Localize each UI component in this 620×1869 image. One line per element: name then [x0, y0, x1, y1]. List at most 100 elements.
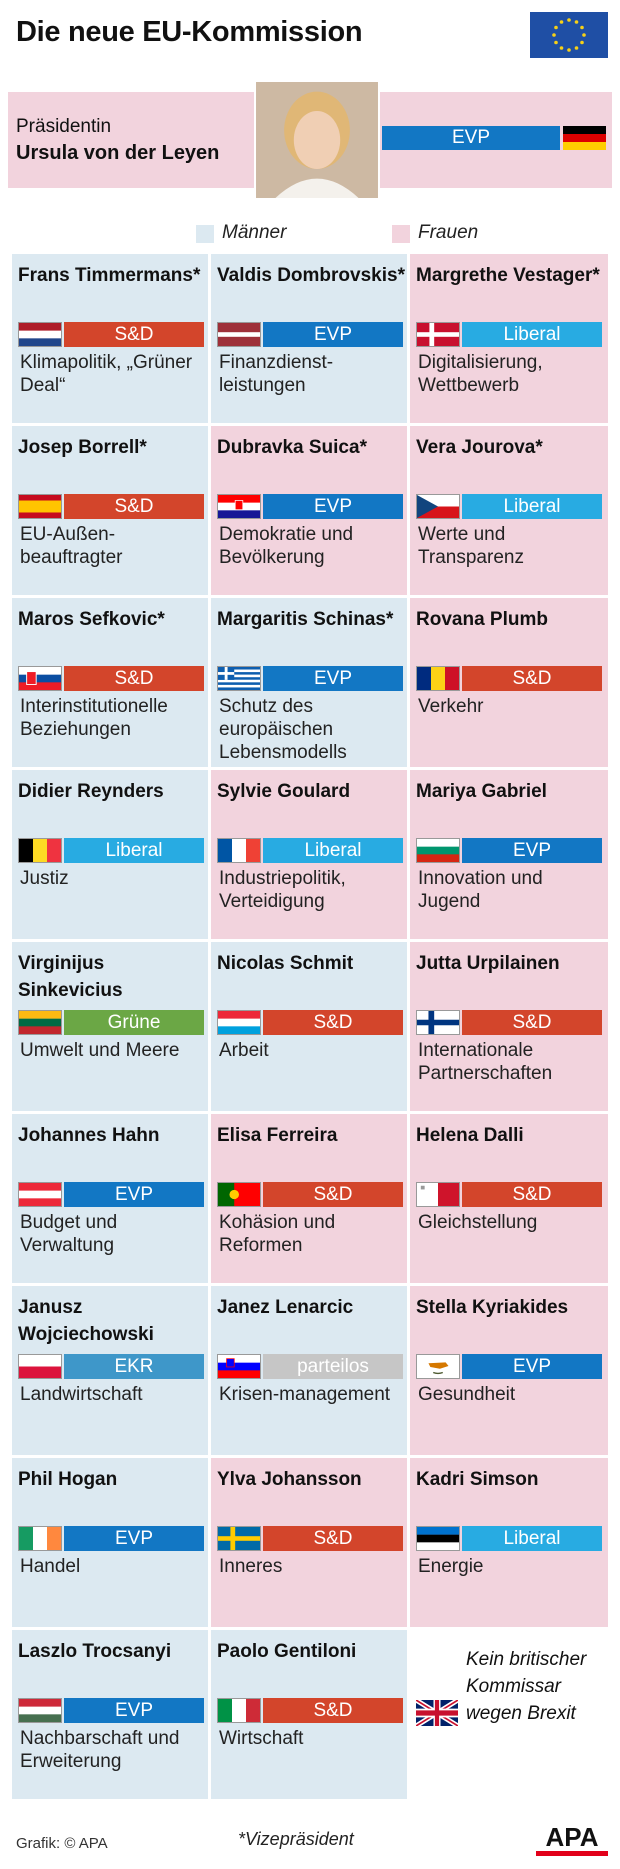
party-badge: EVP [64, 1526, 204, 1551]
portfolio: Innovation und Jugend [418, 868, 543, 912]
commissioner-name: Didier Reynders [18, 781, 164, 802]
portfolio: Justiz [20, 868, 69, 889]
commissioner-card: Stella Kyriakides EVP Gesundheit [410, 1286, 608, 1457]
commissioner-name: Margaritis Schinas* [217, 609, 394, 630]
portfolio: Budget und Verwaltung [20, 1212, 118, 1256]
portfolio: Internationale Partnerschaften [418, 1040, 553, 1084]
party-badge: parteilos [263, 1354, 403, 1379]
portfolio: Interinstitutionelle Beziehungen [20, 696, 168, 740]
commissioner-card: Kadri Simson Liberal Energie [410, 1458, 608, 1629]
portfolio: Krisen-management [219, 1384, 391, 1405]
slovakia-flag-icon [18, 666, 62, 691]
party-badge: S&D [64, 494, 204, 519]
page-title: Die neue EU-Kommission [16, 16, 363, 48]
commissioner-card: Jutta Urpilainen S&D Internationale Partne… [410, 942, 608, 1113]
bulgaria-flag-icon [416, 838, 460, 863]
commissioner-card: Rovana Plumb S&D Verkehr [410, 598, 608, 769]
cyprus-flag-icon [416, 1354, 460, 1379]
president-box: Präsidentin Ursula von der Leyen EVP [8, 80, 612, 200]
germany-flag-icon [563, 126, 606, 150]
denmark-flag-icon [416, 322, 460, 347]
president-party: EVP [382, 126, 560, 150]
portfolio: Finanzdienst-leistungen [219, 352, 334, 396]
commissioner-name: Mariya Gabriel [416, 781, 547, 802]
party-badge: Grüne [64, 1010, 204, 1035]
belgium-flag-icon [18, 838, 62, 863]
party-badge: S&D [263, 1698, 403, 1723]
commissioner-name: Elisa Ferreira [217, 1125, 338, 1146]
france-flag-icon [217, 838, 261, 863]
portfolio: Industriepolitik, Verteidigung [219, 868, 346, 912]
uk-flag-icon [416, 1700, 458, 1726]
commissioner-name: Johannes Hahn [18, 1125, 160, 1146]
party-badge: Liberal [462, 494, 602, 519]
party-badge: EVP [263, 494, 403, 519]
croatia-flag-icon [217, 494, 261, 519]
commissioner-name: Valdis Dombrovskis* [217, 265, 405, 286]
party-badge: Liberal [462, 1526, 602, 1551]
portfolio: Nachbarschaft und Erweiterung [20, 1728, 180, 1772]
portfolio: Kohäsion und Reformen [219, 1212, 336, 1256]
spain-flag-icon [18, 494, 62, 519]
portfolio: Arbeit [219, 1040, 269, 1061]
portfolio: Verkehr [418, 696, 484, 717]
commissioner-name: Helena Dalli [416, 1125, 524, 1146]
commissioner-name: Frans Timmermans* [18, 265, 201, 286]
portfolio: Landwirtschaft [20, 1384, 143, 1405]
commissioner-name: Nicolas Schmit [217, 953, 354, 974]
legend-men-label: Männer [222, 222, 287, 243]
svg-text:APA: APA [546, 1822, 599, 1852]
commissioner-card: Nicolas Schmit S&D Arbeit [211, 942, 409, 1113]
commissioner-card: Laszlo Trocsanyi EVP Nachbarschaft und Erw… [12, 1630, 210, 1801]
portfolio: Werte und Transparenz [418, 524, 524, 568]
brexit-note-card: Kein britischer Kommissar wegen Brexit [410, 1630, 608, 1801]
commissioner-name: Vera Jourova* [416, 437, 543, 458]
poland-flag-icon [18, 1354, 62, 1379]
commissioner-name: Paolo Gentiloni [217, 1641, 357, 1662]
romania-flag-icon [416, 666, 460, 691]
austria-flag-icon [18, 1182, 62, 1207]
commissioner-card: Elisa Ferreira S&D Kohäsion und Reformen [211, 1114, 409, 1285]
portfolio: Energie [418, 1556, 484, 1577]
commissioner-card: Johannes Hahn EVP Budget und Verwaltung [12, 1114, 210, 1285]
luxembourg-flag-icon [217, 1010, 261, 1035]
commissioner-name: Josep Borrell* [18, 437, 147, 458]
portfolio: Gesundheit [418, 1384, 516, 1405]
slovenia-flag-icon [217, 1354, 261, 1379]
party-badge: S&D [263, 1182, 403, 1207]
party-badge: EKR [64, 1354, 204, 1379]
portugal-flag-icon [217, 1182, 261, 1207]
party-badge: S&D [263, 1010, 403, 1035]
brexit-note-text: Kein britischer Kommissar wegen Brexit [466, 1649, 587, 1724]
commissioner-name: Maros Sefkovic* [18, 609, 165, 630]
czechia-flag-icon [416, 494, 460, 519]
commissioner-card: Mariya Gabriel EVP Innovation und Jugend [410, 770, 608, 941]
party-badge: EVP [64, 1698, 204, 1723]
commissioner-name: Janusz Wojciechowski [18, 1297, 154, 1345]
malta-flag-icon [416, 1182, 460, 1207]
commissioner-card: Valdis Dombrovskis* EVP Finanzdienst-leist… [211, 254, 409, 425]
finland-flag-icon [416, 1010, 460, 1035]
president-name: Ursula von der Leyen [16, 142, 220, 164]
party-badge: S&D [64, 666, 204, 691]
sweden-flag-icon [217, 1526, 261, 1551]
party-badge: Liberal [263, 838, 403, 863]
commissioner-card: Janez Lenarcic parteilos Krisen-management [211, 1286, 409, 1457]
portfolio: Umwelt und Meere [20, 1040, 180, 1061]
commissioner-name: Dubravka Suica* [217, 437, 367, 458]
commissioner-card: Dubravka Suica* EVP Demokratie und Bevölke… [211, 426, 409, 597]
portfolio: Gleichstellung [418, 1212, 538, 1233]
legend: Männer Frauen [0, 220, 620, 248]
commissioner-card: Helena Dalli S&D Gleichstellung [410, 1114, 608, 1285]
party-badge: EVP [263, 666, 403, 691]
lithuania-flag-icon [18, 1010, 62, 1035]
party-badge: S&D [462, 1010, 602, 1035]
source-credit: Grafik: © APA [16, 1835, 108, 1852]
commissioner-name: Phil Hogan [18, 1469, 118, 1490]
commissioner-name: Rovana Plumb [416, 609, 548, 630]
party-badge: S&D [64, 322, 204, 347]
estonia-flag-icon [416, 1526, 460, 1551]
commissioner-name: Kadri Simson [416, 1469, 539, 1490]
apa-logo: APA [536, 1822, 608, 1856]
commissioner-card: Sylvie Goulard Liberal Industriepolitik, V… [211, 770, 409, 941]
